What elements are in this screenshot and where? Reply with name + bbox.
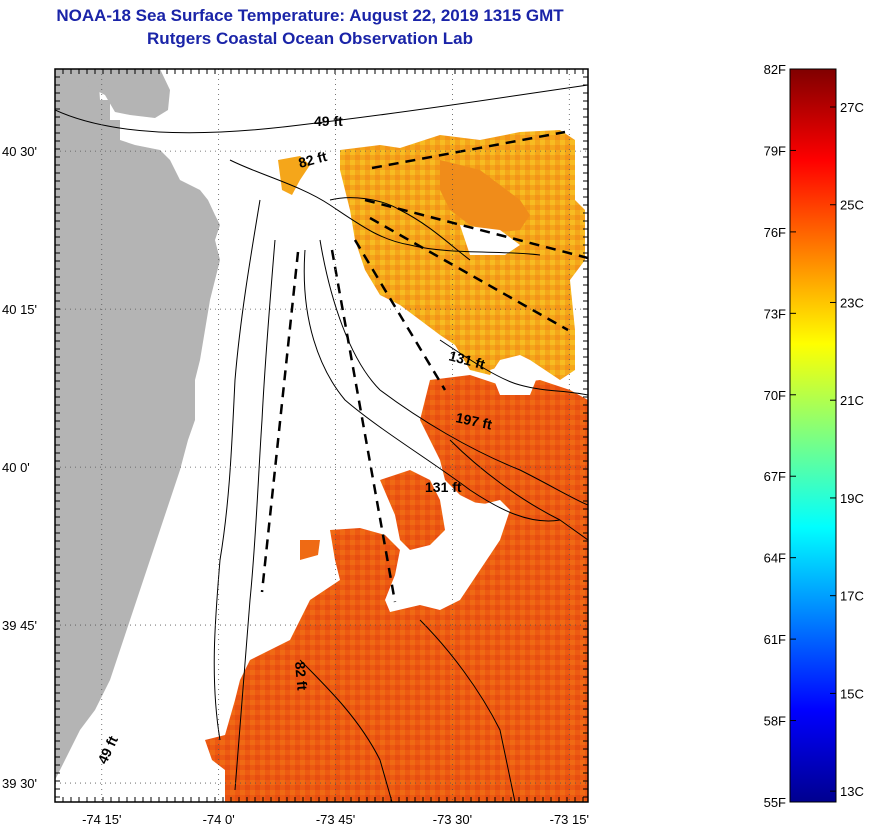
colorbar-f-label: 64F — [764, 551, 786, 566]
colorbar-gradient — [789, 68, 837, 803]
colorbar-f-label: 73F — [764, 306, 786, 321]
nodata-hole-4 — [490, 360, 540, 395]
lon-tick-label: -73 15' — [550, 812, 589, 827]
colorbar-f-label: 61F — [764, 632, 786, 647]
page-title: NOAA-18 Sea Surface Temperature: August … — [56, 6, 564, 25]
lat-tick-label: 39 30' — [2, 776, 37, 791]
lon-tick-label: -74 15' — [82, 812, 121, 827]
colorbar-c-label: 15C — [840, 686, 864, 701]
map-frame — [54, 68, 589, 803]
colorbar-f-label: 58F — [764, 714, 786, 729]
sst-patch-west — [300, 540, 320, 560]
colorbar-f-label: 70F — [764, 388, 786, 403]
sst-patch-center — [380, 470, 445, 550]
nodata-hole-3 — [460, 225, 520, 255]
bathymetry-contours — [55, 84, 588, 802]
sst-patch-northeast-orange — [440, 160, 530, 232]
colorbar-c-label: 27C — [840, 100, 864, 115]
lat-tick-label: 40 30' — [2, 144, 37, 159]
lat-tick-label: 40 15' — [2, 302, 37, 317]
colorbar-c-label: 23C — [840, 295, 864, 310]
nodata-hole-2 — [400, 555, 448, 600]
colorbar-f-label: 76F — [764, 225, 786, 240]
colorbar-f-label: 55F — [764, 795, 786, 810]
sst-patch-southwest — [205, 528, 470, 802]
colorbar-f-label: 82F — [764, 62, 786, 77]
lon-tick-label: -74 0' — [203, 812, 235, 827]
land-sandy-hook — [55, 69, 170, 118]
colorbar-c-label: 21C — [840, 393, 864, 408]
sst-patch-north — [340, 130, 585, 380]
depth-label-197ft: 197 ft — [454, 409, 493, 432]
lat-tick-label: 40 0' — [2, 460, 30, 475]
sst-patch-small-82ft — [278, 156, 310, 195]
lon-tick-label: -73 45' — [316, 812, 355, 827]
lat-tick-label: 39 45' — [2, 618, 37, 633]
depth-label-82ft-south: 82 ft — [292, 661, 310, 691]
lon-tick-label: -73 30' — [433, 812, 472, 827]
land-new-jersey — [55, 69, 220, 780]
page-subtitle: Rutgers Coastal Ocean Observation Lab — [147, 29, 473, 48]
colorbar-c-label: 13C — [840, 784, 864, 799]
frame-ticks — [54, 68, 588, 802]
colorbar-c-label: 17C — [840, 589, 864, 604]
colorbar-c-label: 25C — [840, 198, 864, 213]
depth-label-82ft-north: 82 ft — [297, 148, 329, 171]
depth-label-131ft-south: 131 ft — [425, 479, 462, 495]
colorbar-f-label: 79F — [764, 143, 786, 158]
colorbar-f-label: 67F — [764, 469, 786, 484]
colorbar-c-label: 19C — [840, 491, 864, 506]
dashed-survey-lines — [260, 130, 588, 603]
map-grid — [55, 69, 588, 802]
nodata-hole-1 — [430, 500, 505, 590]
